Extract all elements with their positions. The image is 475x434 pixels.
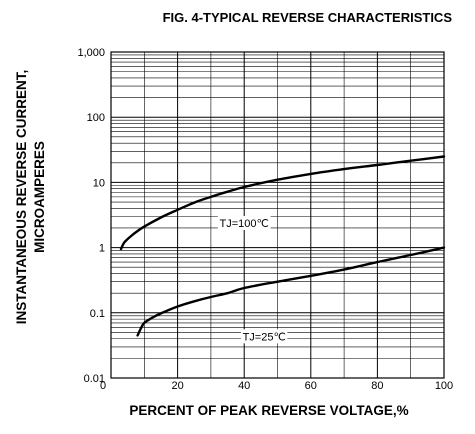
y-tick-label: 0.01 bbox=[84, 373, 105, 385]
series-line-tj-100c bbox=[119, 155, 446, 251]
series-line-tj-25c bbox=[136, 246, 446, 337]
series-labels: TJ=100℃ TJ=25℃ bbox=[217, 216, 288, 344]
chart-title: FIG. 4-TYPICAL REVERSE CHARACTERISTICS bbox=[163, 10, 453, 25]
tick-labels: 0.01 0.1 1 10 100 1,000 0 20 40 60 80 100 bbox=[77, 47, 453, 392]
y-tick-label: 10 bbox=[93, 177, 105, 189]
x-tick-label: 40 bbox=[238, 380, 250, 392]
x-tick-label: 20 bbox=[171, 380, 183, 392]
series-label-tj-25c: TJ=25℃ bbox=[243, 331, 286, 343]
y-axis-label-line1: INSTANTANEOUS REVERSE CURRENT, bbox=[14, 70, 29, 325]
x-tick-label: 60 bbox=[305, 380, 317, 392]
y-tick-label: 1 bbox=[99, 243, 105, 255]
x-tick-label: 100 bbox=[435, 380, 453, 392]
x-tick-label: 0 bbox=[100, 380, 106, 392]
y-tick-label: 1,000 bbox=[77, 47, 105, 59]
minor-gridlines bbox=[111, 52, 444, 378]
series-label-tj-100c: TJ=100℃ bbox=[220, 218, 269, 230]
x-tick-label: 80 bbox=[371, 380, 383, 392]
y-tick-label: 100 bbox=[87, 112, 105, 124]
series-label-background bbox=[217, 216, 271, 231]
x-axis-label: PERCENT OF PEAK REVERSE VOLTAGE,% bbox=[129, 403, 408, 418]
y-axis-label-line2: MICROAMPERES bbox=[32, 141, 47, 253]
series-label-background bbox=[240, 329, 288, 344]
series-curves bbox=[119, 155, 446, 337]
plot-frame bbox=[110, 51, 445, 379]
y-tick-label: 0.1 bbox=[90, 308, 105, 320]
